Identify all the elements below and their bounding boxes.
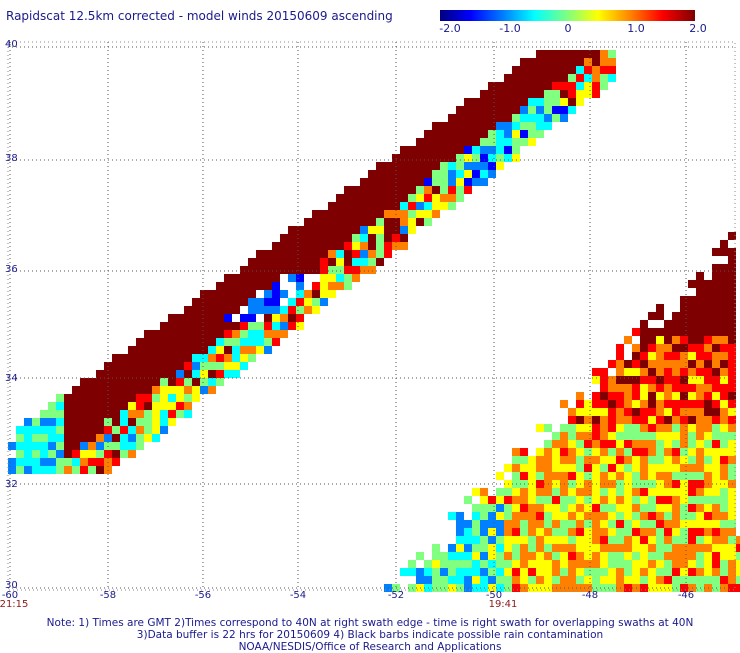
footnotes: Note: 1) Times are GMT 2)Times correspon… — [0, 617, 740, 653]
colorbar-label-neg1: -1.0 — [499, 22, 521, 35]
lat-label-30: 30 — [5, 580, 18, 591]
lat-label-40: 40 — [5, 39, 18, 50]
lat-lon-grid — [7, 41, 736, 591]
swath-time-left: 21:15 — [0, 599, 29, 610]
lat-label-34: 34 — [5, 373, 18, 384]
footnote-line-2: 3)Data buffer is 22 hrs for 20150609 4) … — [136, 629, 604, 641]
colorbar-label-zero: 0 — [564, 22, 572, 35]
map-title: Rapidscat 12.5km corrected - model winds… — [6, 9, 393, 23]
colorbar-label-min: -2.0 — [439, 22, 461, 35]
lon-label-48: -48 — [581, 590, 599, 601]
colorbar-label-pos1: 1.0 — [627, 22, 645, 35]
footnote-line-1: Note: 1) Times are GMT 2)Times correspon… — [46, 617, 694, 629]
lat-label-32: 32 — [5, 479, 18, 490]
colorbar-label-max: 2.0 — [689, 22, 707, 35]
lon-label-58: -58 — [99, 590, 117, 601]
swath-cells — [8, 50, 740, 592]
lon-label-50: -50 — [485, 590, 503, 601]
lon-label-46: -46 — [677, 590, 695, 601]
footnote-line-3: NOAA/NESDIS/Office of Research and Appli… — [238, 641, 502, 653]
lat-label-38: 38 — [5, 153, 18, 164]
lon-label-56: -56 — [194, 590, 212, 601]
swath-time-right: 19:41 — [488, 599, 518, 610]
lon-label-52: -52 — [387, 590, 405, 601]
lon-label-60: -60 — [1, 590, 19, 601]
lat-label-36: 36 — [5, 264, 18, 275]
lon-label-54: -54 — [289, 590, 307, 601]
colorbar — [440, 10, 695, 21]
plot-frame — [7, 41, 736, 591]
